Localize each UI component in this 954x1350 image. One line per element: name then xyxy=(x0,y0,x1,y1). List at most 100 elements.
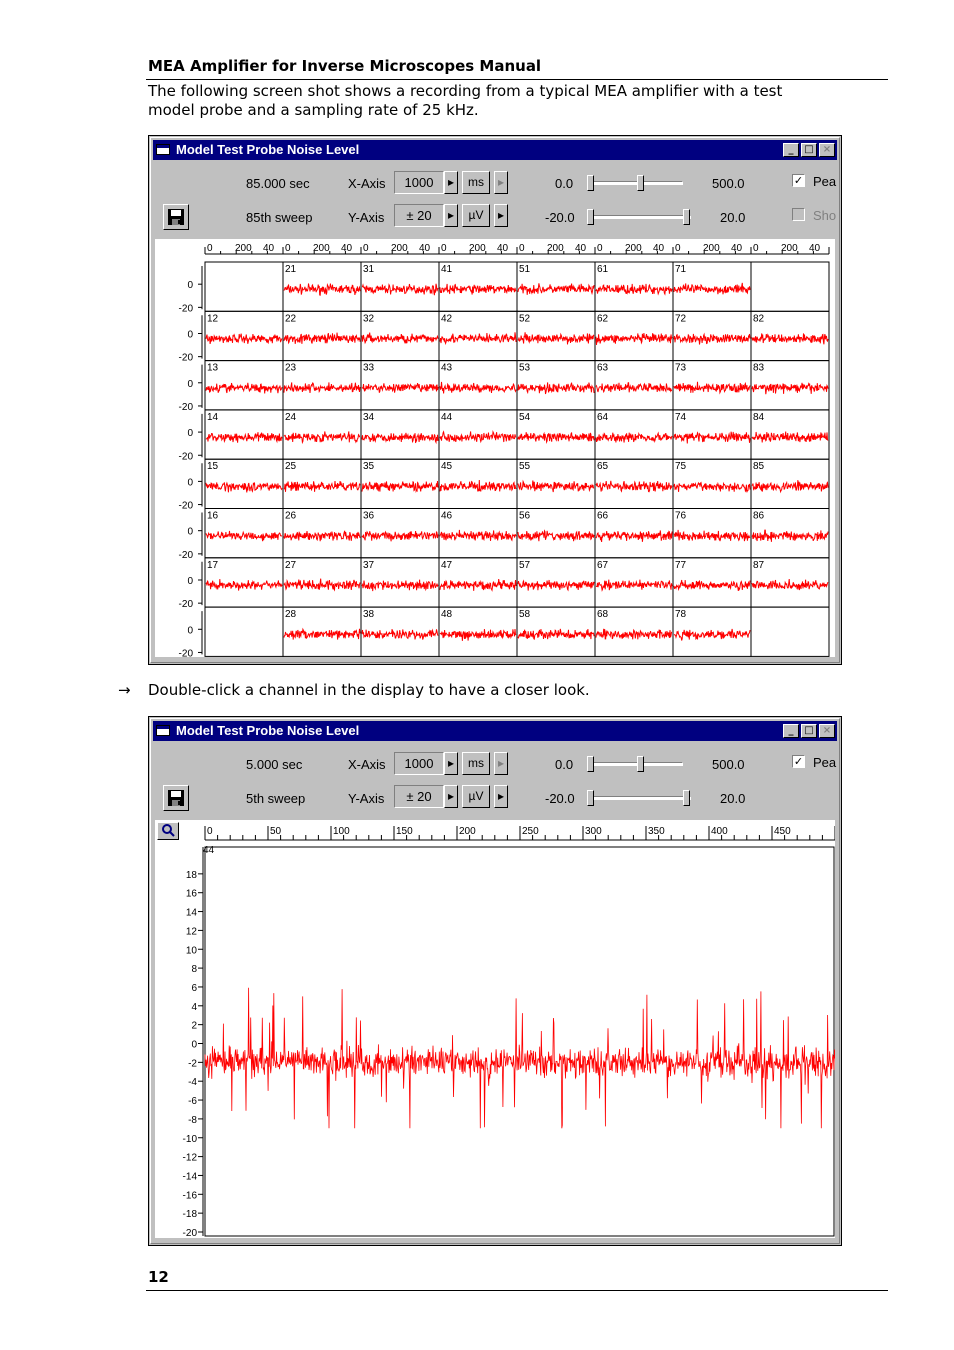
y-axis-range-field[interactable]: ± 20 xyxy=(394,204,444,227)
maximize-button[interactable]: □ xyxy=(801,724,817,738)
channel-label: 76 xyxy=(675,511,687,522)
detail-plot[interactable]: 0 50 100 150 200 250 300 350 400 450 44 18 16 14 12 10 8… xyxy=(155,820,836,1239)
x-axis-unit-button[interactable]: ms xyxy=(462,171,490,194)
window-frame xyxy=(150,718,840,1244)
channel-label: 78 xyxy=(675,609,687,620)
channel-trace xyxy=(361,332,439,345)
channel-trace xyxy=(517,579,595,592)
x-slider-right-thumb[interactable] xyxy=(637,175,644,191)
x-tick-label: 450 xyxy=(774,826,791,837)
plot-background xyxy=(155,239,835,657)
detail-plot-panel[interactable]: 0 50 100 150 200 250 300 350 400 450 44 18 16 14 12 10 8… xyxy=(155,820,836,1239)
magnifier-icon xyxy=(162,824,175,837)
y-slider-track[interactable] xyxy=(587,215,691,219)
x-slider-right-thumb[interactable] xyxy=(637,756,644,772)
y-axis-unit-button[interactable]: µV xyxy=(462,785,490,808)
y-axis-unit-arrow[interactable]: ▸ xyxy=(494,785,508,808)
y-tick-label: -16 xyxy=(183,1190,198,1201)
y-tick-label: 0 xyxy=(187,280,193,291)
y-tick-label: 10 xyxy=(186,945,198,956)
sweep-count: 5th sweep xyxy=(246,791,306,806)
channel-trace xyxy=(673,381,751,395)
channel-label: 63 xyxy=(597,363,609,374)
channel-label: 37 xyxy=(363,560,375,571)
elapsed-time: 5.000 sec xyxy=(246,757,303,772)
minimize-button[interactable]: _ xyxy=(783,724,799,738)
x-axis-range-arrow[interactable]: ▸ xyxy=(444,752,458,775)
zoom-button[interactable] xyxy=(157,822,179,840)
y-axis-range-arrow[interactable]: ▸ xyxy=(444,204,458,227)
y-tick-label: 16 xyxy=(186,889,198,900)
x-tick-label: 200 xyxy=(469,243,486,254)
x-slider-track[interactable] xyxy=(587,181,683,185)
x-tick-label: 40 xyxy=(263,243,275,254)
show-checkbox[interactable] xyxy=(792,208,805,221)
channel-trace xyxy=(439,579,517,592)
y-axis-unit-button[interactable]: µV xyxy=(462,204,490,227)
y-tick-label: 0 xyxy=(187,428,193,439)
peak-checkbox[interactable]: ✓ xyxy=(792,755,805,768)
floppy-disk-icon xyxy=(168,209,184,225)
x-axis-range-field[interactable]: 1000 xyxy=(394,752,444,775)
x-slider-track[interactable] xyxy=(587,762,683,766)
y-slider-max: 20.0 xyxy=(720,210,746,225)
x-tick-label: 200 xyxy=(459,826,476,837)
x-axis-unit-arrow[interactable]: ▸ xyxy=(494,171,508,194)
close-button[interactable]: × xyxy=(819,143,835,157)
save-button[interactable] xyxy=(163,204,189,230)
x-axis-unit-arrow[interactable]: ▸ xyxy=(494,752,508,775)
channel-trace xyxy=(283,332,361,345)
close-button[interactable]: × xyxy=(819,724,835,738)
channel-cell xyxy=(750,606,830,657)
window-menu-icon[interactable] xyxy=(156,144,170,155)
channel-label: 68 xyxy=(597,609,609,620)
channel-label: 77 xyxy=(675,560,687,571)
x-axis-range-arrow[interactable]: ▸ xyxy=(444,171,458,194)
channel-grid-plot[interactable]: 0 200 40 0 200 40 0 200 40 0 200 40 0 200 40 0 200 40 0 200… xyxy=(155,239,835,659)
y-slider-track[interactable] xyxy=(587,796,691,800)
channel-trace xyxy=(751,431,829,443)
y-tick-label: -8 xyxy=(188,1115,197,1126)
channel-trace xyxy=(673,481,751,493)
y-slider-left-thumb[interactable] xyxy=(587,209,594,225)
channel-label: 31 xyxy=(363,264,375,275)
channel-trace xyxy=(361,628,439,640)
x-tick-label: 0 xyxy=(207,243,213,254)
y-tick-label: -20 xyxy=(179,353,194,364)
minimize-button[interactable]: _ xyxy=(783,143,799,157)
x-slider-left-thumb[interactable] xyxy=(587,175,594,191)
y-slider-right-thumb[interactable] xyxy=(683,209,690,225)
y-slider-left-thumb[interactable] xyxy=(587,790,594,806)
x-axis-label: X-Axis xyxy=(348,176,386,191)
x-axis-range-field[interactable]: 1000 xyxy=(394,171,444,194)
y-axis-range-field[interactable]: ± 20 xyxy=(394,785,444,808)
channel-label: 22 xyxy=(285,313,297,324)
save-button[interactable] xyxy=(163,785,189,811)
x-slider-left-thumb[interactable] xyxy=(587,756,594,772)
channel-label: 43 xyxy=(441,363,453,374)
channel-label: 52 xyxy=(519,313,531,324)
channel-grid-panel[interactable]: 0 200 40 0 200 40 0 200 40 0 200 40 0 200 40 0 200 40 0 200… xyxy=(155,239,835,659)
channel-trace xyxy=(517,628,595,641)
y-tick-label: 0 xyxy=(187,329,193,340)
window-menu-icon[interactable] xyxy=(156,725,170,736)
channel-label: 48 xyxy=(441,609,453,620)
y-tick-label: -20 xyxy=(179,550,194,561)
channel-trace xyxy=(283,431,360,445)
y-tick-label: -20 xyxy=(179,599,194,610)
x-tick-label: 0 xyxy=(285,243,291,254)
channel-label: 44 xyxy=(441,412,453,423)
maximize-button[interactable]: □ xyxy=(801,143,817,157)
peak-checkbox[interactable]: ✓ xyxy=(792,174,805,187)
channel-label: 73 xyxy=(675,363,687,374)
x-axis-unit-button[interactable]: ms xyxy=(462,752,490,775)
instruction-text: → Double-click a channel in the display t… xyxy=(118,681,590,699)
y-axis-unit-arrow[interactable]: ▸ xyxy=(494,204,508,227)
y-slider-right-thumb[interactable] xyxy=(683,790,690,806)
x-tick-label: 50 xyxy=(270,826,282,837)
y-tick-label: 0 xyxy=(187,477,193,488)
x-tick-label: 200 xyxy=(313,243,330,254)
channel-label: 82 xyxy=(753,313,765,324)
noise-level-window-grid: Model Test Probe Noise Level _ □ × 85.00… xyxy=(148,135,842,665)
y-axis-range-arrow[interactable]: ▸ xyxy=(444,785,458,808)
